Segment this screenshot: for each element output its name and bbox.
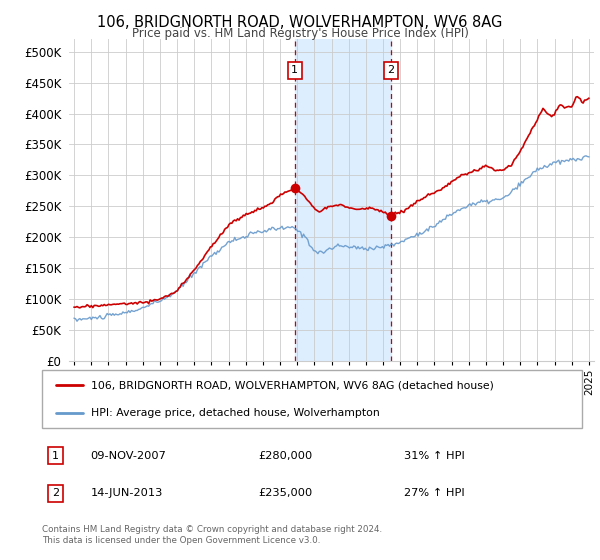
Text: 1: 1 [52,451,59,461]
Text: 09-NOV-2007: 09-NOV-2007 [91,451,166,461]
Text: 31% ↑ HPI: 31% ↑ HPI [404,451,464,461]
Text: 2: 2 [52,488,59,498]
Text: HPI: Average price, detached house, Wolverhampton: HPI: Average price, detached house, Wolv… [91,408,379,418]
Text: Contains HM Land Registry data © Crown copyright and database right 2024.
This d: Contains HM Land Registry data © Crown c… [42,525,382,545]
Text: 1: 1 [291,65,298,75]
Text: 106, BRIDGNORTH ROAD, WOLVERHAMPTON, WV6 8AG (detached house): 106, BRIDGNORTH ROAD, WOLVERHAMPTON, WV6… [91,380,493,390]
Text: 14-JUN-2013: 14-JUN-2013 [91,488,163,498]
Text: 106, BRIDGNORTH ROAD, WOLVERHAMPTON, WV6 8AG: 106, BRIDGNORTH ROAD, WOLVERHAMPTON, WV6… [97,15,503,30]
Text: £235,000: £235,000 [258,488,312,498]
Bar [295,39,391,361]
Text: Price paid vs. HM Land Registry's House Price Index (HPI): Price paid vs. HM Land Registry's House … [131,27,469,40]
Text: £280,000: £280,000 [258,451,312,461]
Text: 27% ↑ HPI: 27% ↑ HPI [404,488,464,498]
Text: 2: 2 [387,65,394,75]
